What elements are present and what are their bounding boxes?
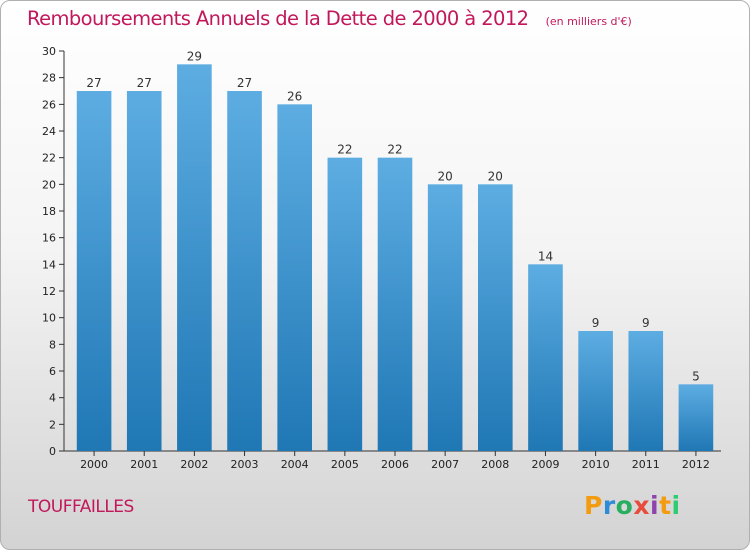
data-label: 9	[592, 316, 600, 330]
y-tick-label: 8	[49, 338, 56, 351]
bar	[578, 331, 613, 451]
x-tick-label: 2009	[531, 458, 559, 471]
x-tick-label: 2003	[231, 458, 259, 471]
y-tick-label: 2	[49, 418, 56, 431]
y-tick-label: 24	[42, 125, 56, 138]
data-label: 26	[287, 89, 302, 103]
logo-letter: t	[659, 491, 672, 520]
y-tick-label: 16	[42, 232, 56, 245]
x-tick-label: 2007	[431, 458, 459, 471]
logo-letter: i	[671, 491, 681, 520]
y-tick-label: 12	[42, 285, 56, 298]
bar	[678, 384, 714, 451]
data-label: 27	[237, 76, 252, 90]
y-tick-label: 14	[42, 258, 56, 271]
logo-letter: o	[615, 491, 634, 520]
data-label: 14	[538, 249, 553, 263]
proxiti-logo[interactable]: Proxiti	[584, 491, 681, 520]
logo-letter: x	[633, 491, 650, 520]
bar	[227, 91, 262, 451]
data-label: 29	[187, 49, 202, 63]
bar	[427, 184, 463, 452]
bar	[528, 264, 563, 451]
bar	[76, 91, 112, 451]
data-label: 5	[692, 369, 700, 383]
x-tick-label: 2004	[281, 458, 309, 471]
data-label: 9	[642, 316, 650, 330]
y-tick-label: 30	[42, 45, 56, 58]
x-tick-label: 2012	[682, 458, 710, 471]
commune-name: TOUFFAILLES	[28, 497, 134, 517]
x-tick-label: 2008	[481, 458, 509, 471]
chart-unit: (en milliers d'€)	[545, 15, 632, 28]
bar	[377, 157, 413, 451]
x-tick-label: 2001	[130, 458, 158, 471]
bar	[478, 184, 513, 452]
y-tick-label: 6	[49, 365, 56, 378]
bar	[628, 331, 664, 451]
data-label: 27	[137, 76, 152, 90]
data-label: 20	[488, 169, 503, 183]
bar	[327, 157, 363, 451]
y-tick-label: 22	[42, 152, 56, 165]
data-label: 20	[438, 169, 453, 183]
y-tick-label: 10	[42, 312, 56, 325]
x-tick-label: 2005	[331, 458, 359, 471]
bar	[177, 64, 212, 452]
y-tick-label: 26	[42, 98, 56, 111]
x-tick-label: 2000	[80, 458, 108, 471]
logo-letter: i	[650, 491, 660, 520]
y-tick-label: 18	[42, 205, 56, 218]
chart-title-text: Remboursements Annuels de la Dette de 20…	[27, 7, 529, 30]
y-tick-label: 28	[42, 72, 56, 85]
data-label: 22	[387, 143, 402, 157]
x-tick-label: 2002	[180, 458, 208, 471]
bar	[126, 91, 162, 451]
y-tick-label: 0	[49, 445, 56, 458]
chart-title: Remboursements Annuels de la Dette de 20…	[27, 7, 632, 30]
bar	[277, 104, 312, 451]
x-tick-label: 2010	[582, 458, 610, 471]
data-label: 27	[86, 76, 101, 90]
logo-letter: P	[584, 491, 603, 520]
data-label: 22	[337, 143, 352, 157]
logo-letter: r	[602, 491, 616, 520]
y-tick-label: 20	[42, 178, 56, 191]
x-tick-label: 2011	[632, 458, 660, 471]
y-tick-label: 4	[49, 392, 56, 405]
x-tick-label: 2006	[381, 458, 409, 471]
